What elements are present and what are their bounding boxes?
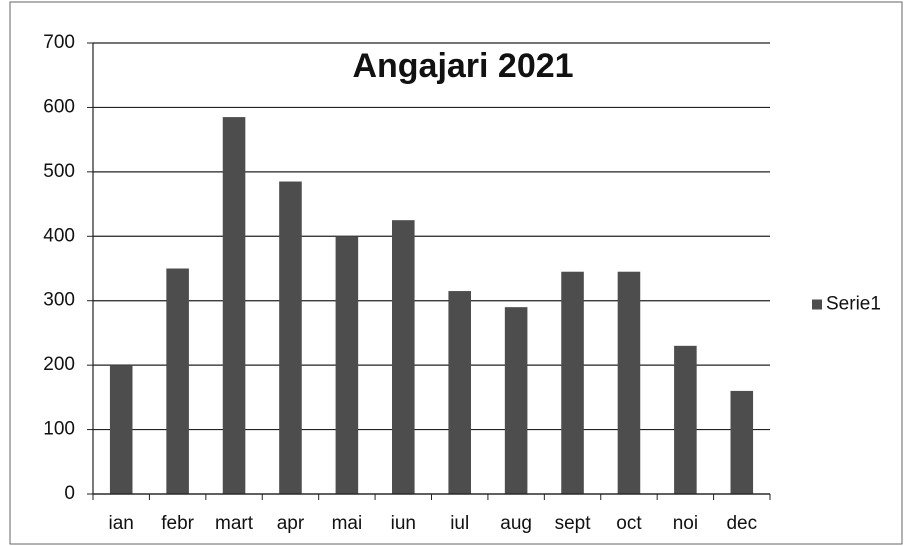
- x-tick-label: iun: [391, 513, 416, 534]
- y-tick-label: 300: [43, 290, 75, 311]
- y-tick-label: 400: [43, 225, 75, 246]
- x-tick-label: sept: [555, 513, 592, 534]
- bar: [448, 291, 471, 494]
- x-tick-label: oct: [616, 513, 642, 534]
- y-tick-label: 100: [43, 419, 75, 440]
- bar: [674, 345, 697, 494]
- bar: [730, 390, 754, 494]
- bar: [504, 307, 528, 494]
- bar: [335, 236, 359, 495]
- x-tick-label: dec: [726, 513, 757, 534]
- x-tick-label: mart: [215, 513, 254, 534]
- x-tick-label: mai: [332, 513, 363, 534]
- x-tick-label: aug: [500, 513, 532, 534]
- x-tick-label: noi: [673, 513, 698, 534]
- bar: [561, 271, 584, 494]
- x-tick-label: iul: [450, 513, 469, 534]
- y-tick-label: 600: [43, 96, 75, 117]
- bar: [392, 220, 415, 494]
- x-tick-label: apr: [277, 513, 305, 534]
- y-tick-label: 200: [43, 354, 75, 375]
- legend-label: Serie1: [826, 294, 881, 315]
- chart-title: Angajari 2021: [352, 47, 573, 85]
- bar: [166, 268, 189, 494]
- chart-frame: [9, 1, 903, 545]
- bar: [279, 181, 302, 494]
- bar: [109, 365, 133, 494]
- bar: [617, 271, 641, 494]
- y-tick-label: 0: [64, 483, 75, 504]
- x-tick-label: ian: [109, 513, 134, 534]
- legend-swatch: [812, 299, 822, 310]
- y-tick-label: 500: [43, 161, 75, 182]
- x-tick-label: febr: [161, 513, 194, 534]
- bar: [222, 117, 246, 494]
- y-tick-label: 700: [43, 32, 75, 53]
